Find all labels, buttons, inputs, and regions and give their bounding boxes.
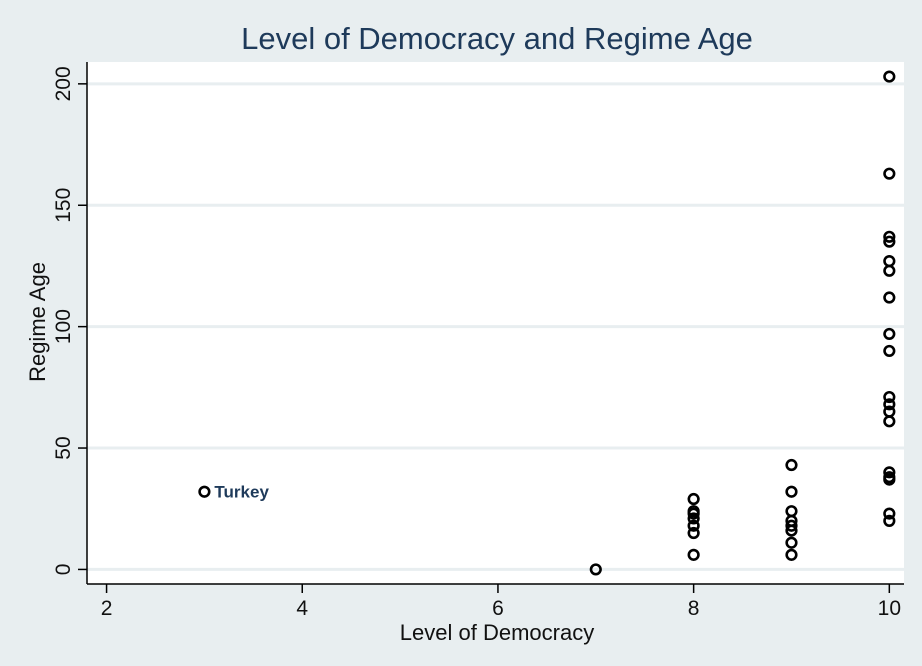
x-tick-label: 4 (296, 597, 308, 620)
y-tick-label: 100 (52, 309, 75, 344)
data-point (785, 536, 798, 549)
data-point (883, 415, 896, 428)
data-point (883, 235, 896, 248)
x-tick-label: 6 (492, 597, 504, 620)
data-points (198, 70, 896, 576)
x-tick-label: 2 (101, 597, 113, 620)
data-point (883, 390, 896, 404)
data-point (687, 548, 700, 561)
data-point (883, 167, 896, 180)
x-tick-label: 10 (878, 597, 901, 620)
data-point (785, 485, 798, 498)
y-tick-label: 0 (52, 564, 75, 576)
x-tick-label: 8 (688, 597, 700, 620)
y-tick-label: 150 (52, 188, 75, 223)
data-point (883, 70, 896, 83)
data-point (883, 327, 896, 341)
data-point (785, 548, 798, 561)
y-tick-label: 50 (52, 436, 75, 459)
data-point (883, 344, 896, 358)
y-axis-label: Regime Age (25, 262, 50, 382)
y-tick-label: 200 (52, 66, 75, 101)
data-point (687, 492, 700, 506)
data-point (883, 507, 896, 520)
point-annotation: Turkey (214, 483, 269, 502)
data-point (687, 507, 700, 520)
data-point (883, 264, 896, 277)
data-point (589, 563, 602, 576)
chart-title: Level of Democracy and Regime Age (241, 21, 753, 56)
data-point (687, 519, 700, 532)
plot-area (87, 62, 904, 584)
data-point (785, 524, 798, 537)
data-point (883, 230, 896, 243)
gridlines (87, 82, 904, 571)
data-point (883, 466, 896, 479)
data-point (883, 291, 896, 304)
data-point (883, 514, 896, 527)
data-point (883, 398, 896, 411)
data-point (883, 473, 896, 486)
data-point (785, 519, 798, 532)
data-point (687, 512, 700, 525)
axes (78, 62, 904, 593)
data-point (687, 526, 700, 540)
annotations: Turkey (214, 483, 269, 502)
tick-labels: 0 50 100 150 200 2 4 6 8 10 (52, 66, 901, 620)
x-axis-label: Level of Democracy (400, 620, 594, 645)
data-point (785, 458, 798, 472)
data-point (198, 485, 211, 498)
